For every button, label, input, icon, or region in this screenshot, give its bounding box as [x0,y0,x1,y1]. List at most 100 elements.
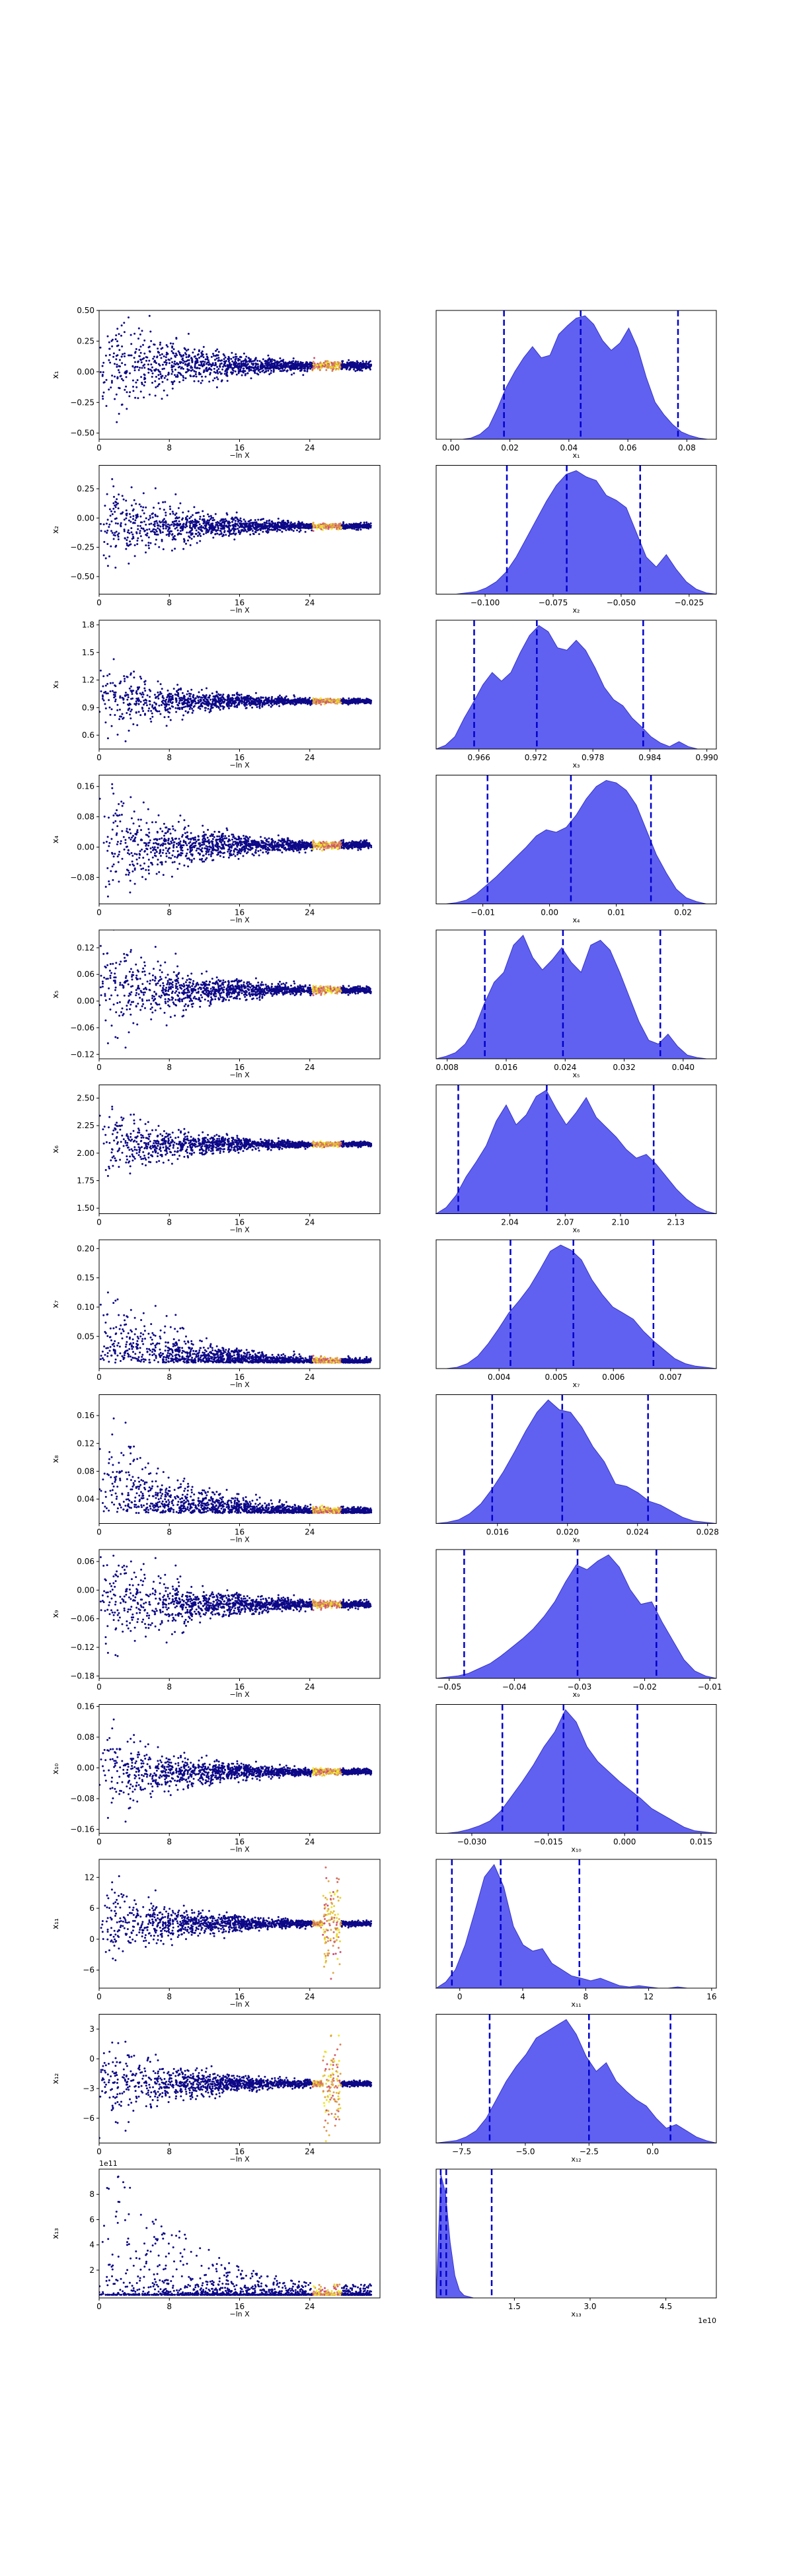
scatter-point [128,873,130,876]
scatter-point [208,521,210,524]
scatter-point [170,840,172,843]
scatter-point [345,699,348,701]
scatter-point [130,674,132,676]
scatter-point [161,368,164,371]
scatter-point [187,348,190,351]
scatter-point [150,721,153,723]
scatter-points [99,478,372,569]
x-tick-label: 0 [96,443,102,452]
scatter-point [225,372,228,375]
scatter-point [204,358,207,361]
scatter-point [130,516,132,519]
scatter-point [134,396,137,399]
scatter-point [355,528,358,531]
scatter-point [137,369,140,371]
scatter-point [118,708,121,711]
scatter-point [161,688,163,690]
scatter-point [259,371,262,373]
scatter-point [158,704,161,707]
scatter-point [103,541,106,543]
scatter-point [297,701,300,704]
scatter-point [221,535,224,538]
scatter-point [169,359,170,361]
scatter-point [165,705,168,707]
scatter-point [132,379,134,382]
scatter-point [364,702,367,705]
scatter-point [272,362,274,365]
scatter-point [114,566,117,569]
scatter-point [276,363,279,366]
scatter-point [294,368,297,371]
y-tick-label: 1.2 [82,676,94,685]
density-area [436,470,717,594]
scatter-point [132,386,134,388]
scatter-point [255,367,258,369]
scatter-point [261,705,264,708]
scatter-point [266,363,269,365]
x-tick-label: 0.00 [442,443,460,452]
scatter-point [198,349,200,351]
scatter-point [186,711,189,714]
scatter-point [106,674,109,677]
scatter-point [285,699,287,702]
scatter-point [120,680,122,683]
scatter-point [178,353,181,356]
scatter-point [182,379,184,382]
scatter-point [236,694,239,696]
y-axis-label: x₂ [51,526,60,534]
scatter-point [367,362,370,365]
scatter-point [112,658,115,661]
scatter-point [186,365,188,367]
scatter-point [155,703,157,705]
scatter-point [340,699,343,702]
scatter-point [121,857,124,860]
scatter-point [293,701,296,703]
scatter-point [354,370,357,373]
scatter-point [159,354,161,356]
scatter-point [292,360,295,363]
scatter-point [110,545,112,548]
scatter-point [271,701,274,703]
scatter-point [183,540,186,543]
scatter-point [124,363,126,366]
scatter-point [143,520,145,523]
scatter-point [148,359,151,362]
scatter-point [170,357,172,360]
scatter-point [181,519,183,521]
scatter-point [128,395,131,398]
scatter-point [141,509,144,512]
scatter-point [132,522,134,524]
scatter-point [151,530,154,532]
scatter-point [132,723,135,725]
scatter-point [207,845,209,848]
scatter-point [240,360,243,363]
scatter-point [291,849,294,851]
scatter-point [170,534,173,536]
scatter-point [172,342,174,345]
scatter-point [348,697,350,699]
scatter-point [176,376,179,378]
scatter-point [210,707,213,709]
scatter-point [281,530,283,533]
scatter-point [159,532,162,534]
scatter-point [200,703,203,705]
scatter-point [194,363,196,365]
scatter-point [243,703,245,706]
scatter-point [279,370,282,373]
scatter-point [282,523,285,526]
scatter-point [119,682,122,684]
scatter-point [173,535,176,537]
scatter-point [217,357,220,359]
scatter-point [136,515,139,518]
scatter-point [174,707,177,709]
scatter-point [99,669,102,672]
scatter-point [178,702,180,705]
scatter-point [346,524,348,526]
scatter-point [157,698,160,700]
scatter-point [241,374,243,376]
scatter-point [123,519,126,521]
scatter-point [251,530,254,532]
scatter-point [293,526,295,528]
scatter-point [118,349,121,351]
scatter-point [104,530,106,533]
